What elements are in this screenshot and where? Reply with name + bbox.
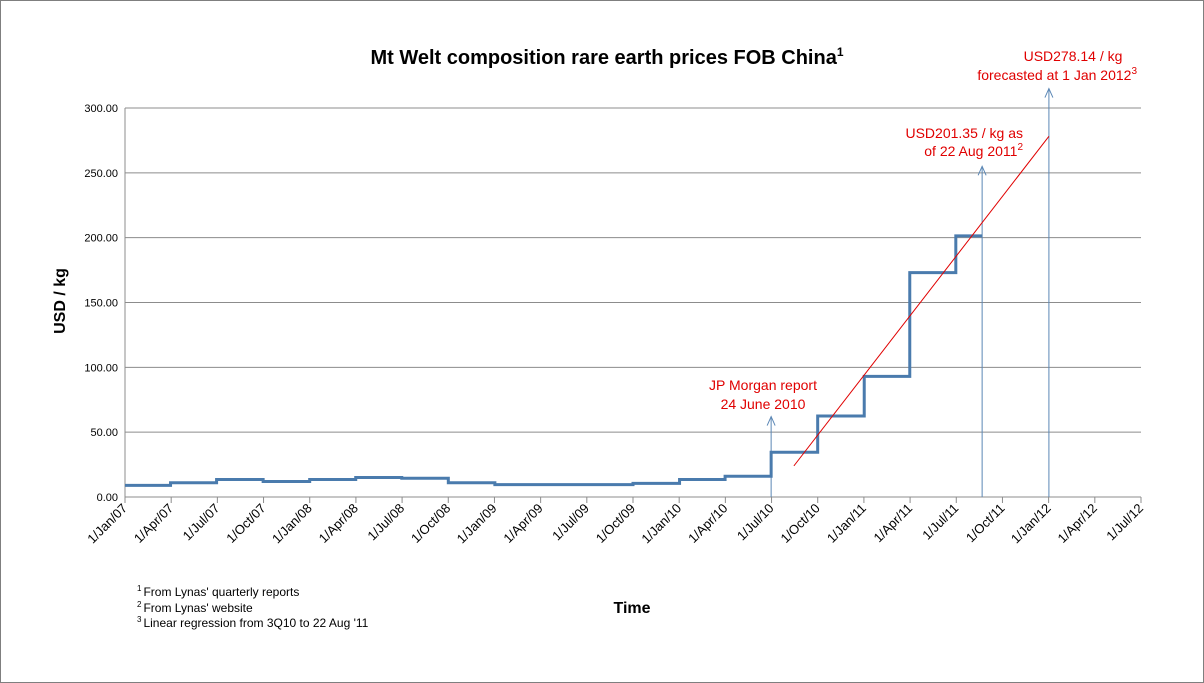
y-tick-label-0: 0.00 bbox=[97, 492, 118, 504]
annotation-aug-2011-price: USD201.35 / kg as of 22 Aug 20112 bbox=[905, 125, 1023, 159]
x-tick-label-14: 1/Jul/10 bbox=[734, 501, 777, 544]
annotation-jan-2012-forecast: USD278.14 / kg forecasted at 1 Jan 20123 bbox=[977, 48, 1137, 83]
arrow-head-0 bbox=[766, 415, 776, 426]
arrow-head-2 bbox=[1044, 87, 1054, 98]
x-tick-label-11: 1/Oct/09 bbox=[593, 501, 638, 546]
x-tick-label-15: 1/Oct/10 bbox=[777, 501, 822, 546]
annotation-jp-morgan: JP Morgan report 24 June 2010 bbox=[709, 377, 817, 412]
x-tick-label-10: 1/Jul/09 bbox=[549, 501, 592, 544]
x-axis-label: Time bbox=[613, 600, 650, 617]
arrow-head-1 bbox=[977, 165, 987, 176]
y-tick-label-5: 250.00 bbox=[84, 168, 118, 180]
x-tick-label-12: 1/Jan/10 bbox=[638, 501, 684, 547]
x-tick-label-16: 1/Jan/11 bbox=[824, 501, 869, 546]
y-tick-label-1: 50.00 bbox=[90, 427, 118, 439]
footnote-3-text: Linear regression from 3Q10 to 22 Aug '1… bbox=[143, 616, 368, 630]
x-tick-label-13: 1/Apr/10 bbox=[685, 501, 730, 546]
y-tick-label-4: 200.00 bbox=[84, 233, 118, 245]
x-tick-label-19: 1/Oct/11 bbox=[963, 501, 1008, 546]
annotation-jp-morgan-line-2: 24 June 2010 bbox=[721, 396, 806, 412]
annotation-aug-2011-line-2: of 22 Aug 2011 bbox=[924, 143, 1017, 159]
x-tick-label-5: 1/Apr/08 bbox=[316, 501, 361, 546]
annotation-jan-2012-line-1: USD278.14 / kg bbox=[1024, 48, 1123, 64]
x-tick-label-4: 1/Jan/08 bbox=[269, 501, 315, 547]
chart-title-superscript: 1 bbox=[837, 45, 844, 59]
x-tick-label-9: 1/Apr/09 bbox=[500, 501, 545, 546]
x-tick-label-1: 1/Apr/07 bbox=[131, 501, 176, 546]
x-tick-label-3: 1/Oct/07 bbox=[223, 501, 268, 546]
grid-lines bbox=[124, 107, 1142, 503]
x-tick-label-18: 1/Jul/11 bbox=[919, 501, 961, 543]
annotation-jp-morgan-line-1: JP Morgan report bbox=[709, 377, 817, 393]
annotation-aug-2011-line-1: USD201.35 / kg as bbox=[905, 125, 1023, 141]
annotation-aug-2011-superscript: 2 bbox=[1017, 142, 1023, 153]
svg-text:forecasted at 1 Jan 20123: forecasted at 1 Jan 20123 bbox=[977, 66, 1137, 83]
y-tick-labels: 0.00 50.00 100.00 150.00 200.00 250.00 300.00 bbox=[84, 103, 118, 504]
series-lines bbox=[125, 136, 1050, 487]
footnote-2-marker: 2 bbox=[137, 600, 142, 609]
x-tick-label-2: 1/Jul/07 bbox=[180, 501, 223, 544]
y-axis-label: USD / kg bbox=[52, 268, 69, 334]
x-tick-label-8: 1/Jan/09 bbox=[454, 501, 500, 547]
chart-title: Mt Welt composition rare earth prices FO… bbox=[370, 45, 843, 69]
x-tick-label-6: 1/Jul/08 bbox=[364, 501, 407, 544]
x-tick-label-21: 1/Apr/12 bbox=[1055, 501, 1100, 546]
y-tick-label-6: 300.00 bbox=[84, 103, 118, 115]
y-tick-label-3: 150.00 bbox=[84, 298, 118, 310]
footnote-1-text: From Lynas' quarterly reports bbox=[143, 585, 299, 599]
x-tick-label-7: 1/Oct/08 bbox=[408, 501, 453, 546]
regression-line bbox=[793, 136, 1050, 467]
footnote-2-text: From Lynas' website bbox=[143, 601, 253, 615]
x-tick-label-0: 1/Jan/07 bbox=[84, 501, 130, 547]
x-tick-label-22: 1/Jul/12 bbox=[1103, 501, 1146, 544]
y-tick-label-2: 100.00 bbox=[84, 362, 118, 374]
annotation-jan-2012-line-2: forecasted at 1 Jan 2012 bbox=[977, 67, 1131, 83]
x-tick-label-20: 1/Jan/12 bbox=[1008, 501, 1054, 547]
footnote-1-marker: 1 bbox=[137, 584, 142, 593]
footnotes: 1 From Lynas' quarterly reports 2 From Lyn… bbox=[137, 584, 369, 630]
x-tick-labels: 1/Jan/07 1/Apr/07 1/Jul/07 1/Oct/07 1/Jan/08… bbox=[84, 501, 1146, 547]
footnote-3-marker: 3 bbox=[137, 615, 142, 624]
chart-title-text: Mt Welt composition rare earth prices FO… bbox=[370, 47, 837, 69]
annotation-jan-2012-superscript: 3 bbox=[1131, 66, 1137, 77]
svg-text:of 22 Aug 20112: of 22 Aug 20112 bbox=[924, 142, 1023, 159]
x-tick-label-17: 1/Apr/11 bbox=[871, 501, 916, 546]
price-step-line bbox=[125, 234, 983, 487]
